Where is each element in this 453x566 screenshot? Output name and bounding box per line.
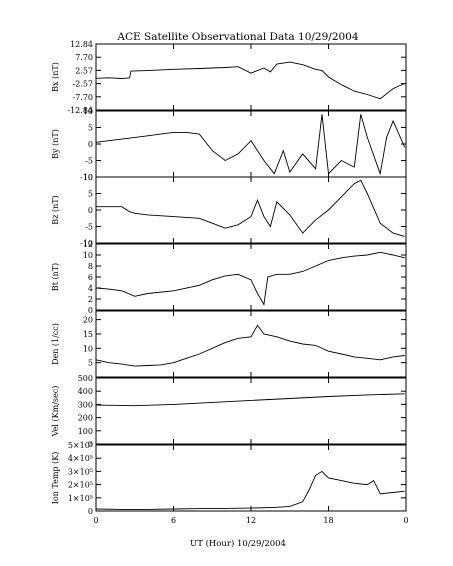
y-tick-label: 5 — [88, 359, 93, 368]
panel-6: 500 400 300 200 100 0 Vel (Km/sec) — [51, 374, 407, 449]
y-tick-label: 8 — [88, 262, 93, 271]
panel-frame — [95, 310, 407, 378]
y-tick-label: 0 — [88, 206, 93, 215]
panel-3: 10 5 0 -5 -10 Bz (nT) — [51, 173, 407, 248]
y-axis-label: Bt (nT) — [51, 263, 60, 291]
y-tick-label: 12.84 — [70, 40, 93, 49]
y-tick-label: 1×10⁵ — [68, 494, 93, 503]
y-tick-label: 12 — [83, 240, 93, 249]
y-axis-label: Ion Temp (K) — [51, 452, 60, 505]
series-line — [95, 470, 405, 510]
y-tick-label: 5×10⁵ — [68, 441, 93, 450]
y-tick-label: 10 — [83, 251, 93, 260]
chart-title: ACE Satellite Observational Data 10/29/2… — [116, 31, 358, 43]
y-tick-label: 10 — [83, 107, 93, 116]
y-tick-label: -5 — [85, 157, 93, 166]
y-tick-label: 7.70 — [75, 53, 93, 62]
y-tick-label: 0 — [88, 140, 93, 149]
panel-4: 12 10 8 6 4 2 0 Bt (nT) — [51, 240, 407, 315]
y-tick-label: 0 — [88, 306, 93, 315]
panel-frame — [95, 43, 407, 111]
y-tick-label: 400 — [78, 387, 93, 396]
panel-1: 12.84 7.70 2.57 -2.57 -7.70 -12.84 Bx (nT) — [51, 40, 407, 115]
y-tick-label: -10 — [80, 173, 93, 182]
x-tick-label: 12 — [246, 516, 256, 525]
series-line — [95, 393, 405, 407]
panel-5: 20 15 10 5 Den (1/cc) — [51, 310, 407, 378]
panel-2: 10 5 0 -5 -10 By (nT) — [51, 107, 407, 182]
y-tick-label: -10 — [80, 239, 93, 248]
y-tick-label: 2 — [88, 295, 93, 304]
y-tick-label: 6 — [88, 273, 93, 282]
y-tick-label: 3×10⁵ — [68, 467, 93, 476]
y-axis-label: Bx (nT) — [51, 62, 60, 92]
y-tick-label: 100 — [78, 427, 93, 436]
series-line — [95, 61, 405, 100]
y-tick-label: -5 — [85, 223, 93, 232]
y-tick-label: 4×10⁵ — [68, 454, 93, 463]
panel-frame — [95, 176, 407, 244]
series-line — [95, 114, 406, 176]
y-tick-label: 4 — [88, 284, 93, 293]
y-tick-label: 500 — [78, 374, 93, 383]
y-tick-label: 2.57 — [75, 66, 93, 75]
x-axis-label: UT (Hour) 10/29/2004 — [190, 538, 286, 549]
series-line — [95, 324, 405, 367]
y-tick-label: 2×10⁵ — [68, 481, 93, 490]
series-line — [95, 251, 405, 306]
x-tick-label: 0 — [93, 516, 98, 525]
x-tick-label: 18 — [323, 516, 333, 525]
y-tick-label: 15 — [83, 330, 93, 339]
y-tick-label: 10 — [83, 344, 93, 353]
series-line — [96, 179, 405, 237]
y-tick-label: -12.84 — [67, 106, 93, 115]
y-tick-label: 5 — [88, 124, 93, 133]
panel-frame — [95, 377, 407, 445]
y-tick-label: 300 — [78, 400, 93, 409]
y-tick-label: 0 — [88, 507, 93, 516]
y-axis-label: Bz (nT) — [51, 195, 60, 224]
panel-frame — [95, 243, 407, 311]
y-tick-label: -7.70 — [72, 93, 93, 102]
y-tick-label: 20 — [83, 316, 93, 325]
y-axis-label: Den (1/cc) — [51, 323, 60, 365]
y-tick-label: 10 — [83, 173, 93, 182]
x-axis: 0 6 12 18 0 — [93, 516, 408, 525]
y-tick-label: 5 — [88, 190, 93, 199]
y-tick-label: 0 — [88, 440, 93, 449]
panel-frame — [95, 444, 407, 512]
x-tick-label: 6 — [171, 516, 176, 525]
y-axis-label: Vel (Km/sec) — [51, 386, 60, 438]
y-tick-label: -2.57 — [72, 80, 93, 89]
y-tick-label: 200 — [78, 414, 93, 423]
panel-frame — [95, 110, 407, 178]
x-tick-label: 0 — [403, 516, 408, 525]
y-axis-label: By (nT) — [51, 129, 60, 159]
panel-7: 5×10⁵ 4×10⁵ 3×10⁵ 2×10⁵ 1×10⁵ 0 Ion Temp (K) — [51, 441, 407, 516]
